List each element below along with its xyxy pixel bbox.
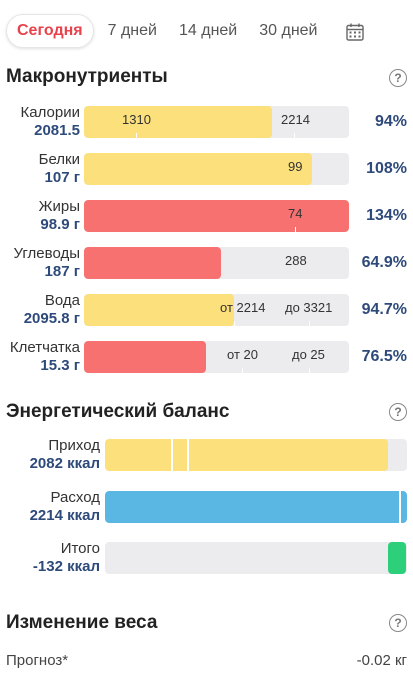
macro-row: Белки 107 г 99 108% [0,151,413,189]
macro-value: 2095.8 г [23,310,80,327]
macro-progress-bar: 288 [84,247,349,279]
energy-value: 2082 ккал [29,455,100,472]
energy-name: Итого [60,540,100,557]
tab-7-days[interactable]: 7 дней [107,22,157,39]
macro-name: Углеводы [13,245,80,262]
macro-name: Клетчатка [9,339,80,356]
macro-target-mark [242,368,243,373]
energy-segment-divider [187,439,189,471]
energy-bar-fill [105,439,388,471]
energy-help-icon[interactable]: ? [389,403,407,421]
energy-row: Приход 2082 ккал [0,437,413,473]
energy-bar-fill [105,491,407,523]
energy-row: Расход 2214 ккал [0,489,413,525]
macro-target-label: до 25 [292,347,325,362]
macro-value: 15.3 г [40,357,80,374]
macro-target-label: 288 [285,253,307,268]
macro-progress-bar: 74 [84,200,349,232]
macro-target-mark [294,133,295,138]
energy-name: Расход [50,489,100,506]
macro-name: Белки [38,151,80,168]
macro-percent: 94% [374,113,407,130]
energy-bar [105,542,407,574]
macro-percent: 76.5% [361,348,407,365]
macro-target-label: 1310 [122,112,151,127]
macro-progress-bar: 1310 2214 [84,106,349,138]
tab-30-days[interactable]: 30 дней [259,22,318,39]
macro-target-label: 74 [288,206,303,221]
macro-target-mark [234,321,235,326]
macro-value: 107 г [44,169,80,186]
macro-value: 2081.5 [34,122,80,139]
macro-progress-fill [84,200,349,232]
macro-name: Калории [20,104,80,121]
macro-target-mark [309,368,310,373]
macro-target-mark [295,227,296,232]
macro-progress-fill [84,341,206,373]
weight-help-icon[interactable]: ? [389,614,407,632]
macro-progress-fill [84,294,234,326]
macro-progress-bar: 99 [84,153,349,185]
macro-percent: 64.9% [361,254,407,271]
energy-row: Итого -132 ккал [0,540,413,576]
macro-percent: 134% [366,207,407,224]
macro-row: Углеводы 187 г 288 64.9% [0,245,413,283]
tab-today[interactable]: Сегодня [6,14,94,48]
forecast-label: Прогноз* [6,652,69,669]
macro-target-label: от 20 [227,347,258,362]
tab-14-days[interactable]: 14 дней [178,22,238,39]
macro-row: Клетчатка 15.3 г от 20 до 25 76.5% [0,339,413,377]
energy-bar [105,439,407,471]
macro-row: Калории 2081.5 1310 2214 94% [0,104,413,142]
period-tabs: Сегодня 7 дней 14 дней 30 дней [6,14,407,48]
energy-bar [105,491,407,523]
energy-title: Энергетический баланс [6,401,230,422]
macro-value: 187 г [44,263,80,280]
macro-progress-fill [84,247,221,279]
macro-target-label: 99 [288,159,303,174]
macro-progress-fill [84,153,312,185]
macro-row: Вода 2095.8 г от 2214 до 3321 94.7% [0,292,413,330]
forecast-value: -0.02 кг [356,652,407,669]
macro-progress-fill [84,106,272,138]
energy-segment-divider [399,491,401,523]
macros-title: Макронутриенты [6,66,168,87]
calendar-icon[interactable] [345,22,365,42]
weight-title: Изменение веса [6,612,158,633]
energy-bar-fill [388,542,406,574]
energy-name: Приход [48,437,100,454]
energy-value: 2214 ккал [29,507,100,524]
macro-progress-bar: от 2214 до 3321 [84,294,349,326]
macro-row: Жиры 98.9 г 74 134% [0,198,413,236]
macro-name: Вода [44,292,80,309]
energy-value: -132 ккал [32,558,100,575]
energy-segment-divider [171,439,173,471]
macro-target-label: от 2214 [220,300,266,315]
macro-value: 98.9 г [40,216,80,233]
macros-help-icon[interactable]: ? [389,69,407,87]
macro-target-mark [136,133,137,138]
macro-percent: 94.7% [361,301,407,318]
macro-progress-bar: от 20 до 25 [84,341,349,373]
macro-name: Жиры [38,198,80,215]
macro-target-label: до 3321 [285,300,333,315]
macro-percent: 108% [366,160,407,177]
macro-target-mark [309,321,310,326]
macro-target-label: 2214 [281,112,310,127]
